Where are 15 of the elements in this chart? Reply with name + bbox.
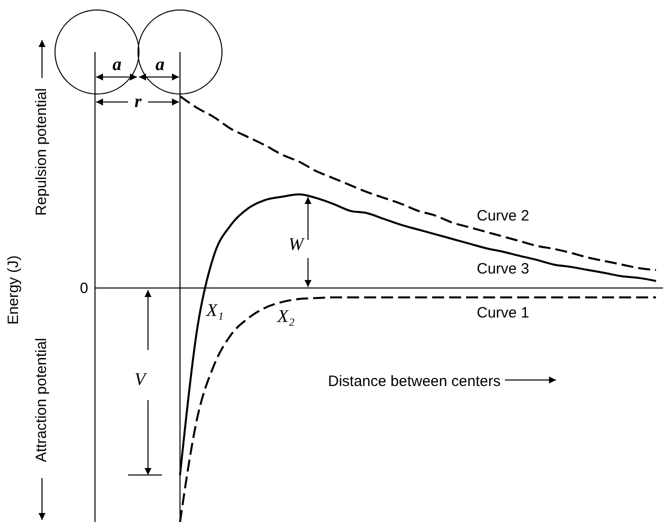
annotation: V: [134, 369, 148, 389]
series-label: Curve 3: [476, 260, 530, 278]
series-label: Curve 2: [476, 208, 530, 225]
annotation: X₂: [276, 306, 295, 326]
text: a: [112, 54, 122, 74]
text: Attraction potential: [32, 338, 50, 462]
annotation: r: [134, 91, 142, 111]
text: a: [156, 54, 164, 74]
text: Repulsion potential: [32, 88, 50, 216]
annotation: Distance between centers: [328, 373, 501, 390]
annotation: X₁: [205, 300, 224, 320]
text: 0: [80, 280, 88, 297]
y-axis-title: Energy (J): [5, 255, 22, 325]
annotation: W: [288, 234, 306, 254]
series-label: Curve 1: [476, 304, 530, 322]
